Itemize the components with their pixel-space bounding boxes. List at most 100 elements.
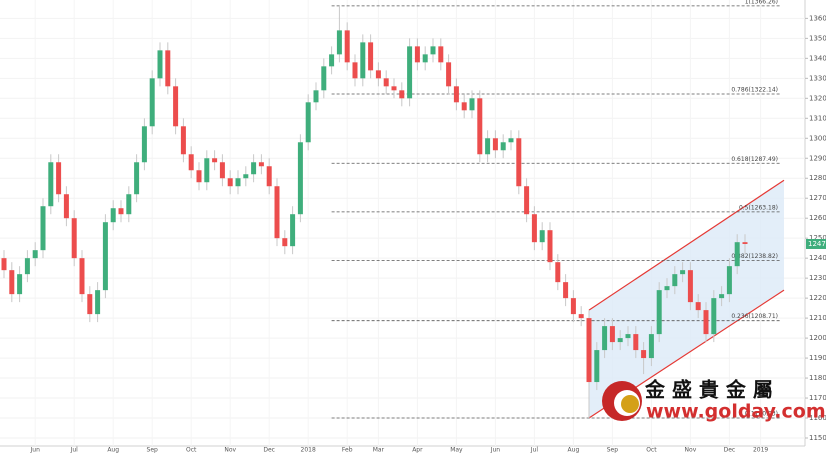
- candle-body: [352, 62, 358, 79]
- candle-body: [321, 66, 327, 91]
- y-tick-label: 1160.0: [809, 414, 826, 422]
- y-tick-label: 1290.0: [809, 154, 826, 162]
- candle-body: [235, 178, 241, 187]
- candle-body: [407, 46, 413, 99]
- y-tick-label: 1260.0: [809, 214, 826, 222]
- candle-body: [586, 318, 592, 383]
- x-tick-label: Apr: [412, 447, 423, 454]
- candle-body: [17, 274, 23, 295]
- candle-body: [274, 186, 280, 239]
- candle-body: [492, 138, 498, 151]
- candle-body: [219, 162, 225, 179]
- candle-body: [375, 70, 381, 79]
- x-tick-label: Jul: [530, 447, 539, 454]
- y-tick-label: 1170.0: [809, 394, 826, 402]
- x-tick-label: Oct: [646, 447, 657, 454]
- candle-body: [282, 238, 288, 247]
- candle-body: [602, 326, 608, 351]
- candle-body: [422, 54, 428, 63]
- candle-body: [570, 298, 576, 315]
- candle-body: [477, 98, 483, 155]
- candle-body: [258, 162, 264, 167]
- x-tick-label: May: [450, 447, 463, 454]
- fib-label: 0.786(1322.14): [731, 87, 778, 94]
- candle-body: [524, 186, 530, 215]
- candle-body: [726, 266, 732, 295]
- x-tick-label: 2018: [301, 447, 316, 454]
- candle-body: [703, 310, 709, 335]
- y-tick-label: 1240.0: [809, 254, 826, 262]
- candle-body: [71, 218, 77, 259]
- candle-body: [87, 294, 93, 315]
- candle-body: [641, 350, 647, 359]
- candle-body: [461, 102, 467, 111]
- candle-body: [734, 242, 740, 267]
- candle-body: [742, 242, 748, 244]
- y-tick-label: 1230.0: [809, 274, 826, 282]
- candle-body: [313, 90, 319, 103]
- candle-body: [500, 142, 506, 151]
- x-tick-label: Dec: [263, 447, 275, 454]
- candle-body: [63, 194, 69, 219]
- watermark-url: www.golday.com: [646, 401, 826, 423]
- candle-body: [243, 174, 249, 179]
- candle-body: [563, 282, 569, 299]
- y-tick-label: 1250.0: [809, 234, 826, 242]
- x-tick-label: Aug: [568, 447, 580, 454]
- candle-body: [625, 334, 631, 339]
- candle-body: [110, 208, 116, 223]
- x-tick-label: Nov: [224, 447, 236, 454]
- x-tick-label: Jun: [490, 447, 501, 454]
- candle-body: [212, 158, 218, 163]
- x-tick-label: Sep: [147, 447, 159, 454]
- candle-body: [414, 46, 420, 63]
- candle-body: [227, 178, 233, 187]
- y-tick-label: 1180.0: [809, 374, 826, 382]
- candle-body: [102, 222, 108, 291]
- last-price-tag: [806, 238, 826, 249]
- candle-body: [453, 86, 459, 103]
- candle-body: [680, 270, 686, 275]
- candle-body: [305, 102, 311, 143]
- candle-body: [149, 78, 155, 127]
- fib-label: 0.236(1208.71): [731, 313, 778, 320]
- candle-body: [165, 50, 171, 87]
- candle-body: [633, 334, 639, 351]
- candle-body: [391, 86, 397, 91]
- candle-body: [672, 274, 678, 287]
- candle-body: [329, 54, 335, 67]
- fib-label: 1(1366.26): [745, 0, 778, 5]
- candle-body: [95, 290, 101, 315]
- candle-body: [485, 138, 491, 155]
- last-price-label: 1247.1: [808, 240, 826, 248]
- x-tick-label: Mar: [373, 447, 385, 454]
- candle-body: [56, 162, 62, 195]
- candle-body: [344, 30, 350, 63]
- candle-body: [695, 302, 701, 311]
- x-tick-label: 2019: [753, 447, 768, 454]
- candle-body: [32, 250, 38, 259]
- fib-label: 0(1160.03): [745, 410, 778, 417]
- candle-body: [40, 206, 46, 251]
- fib-label: 0.382(1238.82): [731, 253, 778, 260]
- candle-body: [336, 30, 342, 55]
- candle-body: [79, 258, 85, 295]
- x-tick-label: Jul: [70, 447, 79, 454]
- candle-body: [134, 162, 140, 195]
- candle-body: [508, 138, 514, 143]
- candle-body: [516, 138, 522, 187]
- candle-body: [383, 78, 389, 87]
- y-tick-label: 1200.0: [809, 334, 826, 342]
- x-tick-label: Feb: [342, 447, 353, 454]
- candle-body: [118, 208, 124, 215]
- x-tick-label: Nov: [685, 447, 697, 454]
- x-tick-label: Jun: [30, 447, 41, 454]
- x-tick-label: Oct: [186, 447, 197, 454]
- candle-body: [196, 170, 202, 183]
- channel-upper: [588, 179, 785, 311]
- x-tick-label: Dec: [724, 447, 736, 454]
- candle-body: [664, 286, 670, 291]
- y-tick-label: 1210.0: [809, 314, 826, 322]
- y-tick-label: 1150.0: [809, 434, 826, 442]
